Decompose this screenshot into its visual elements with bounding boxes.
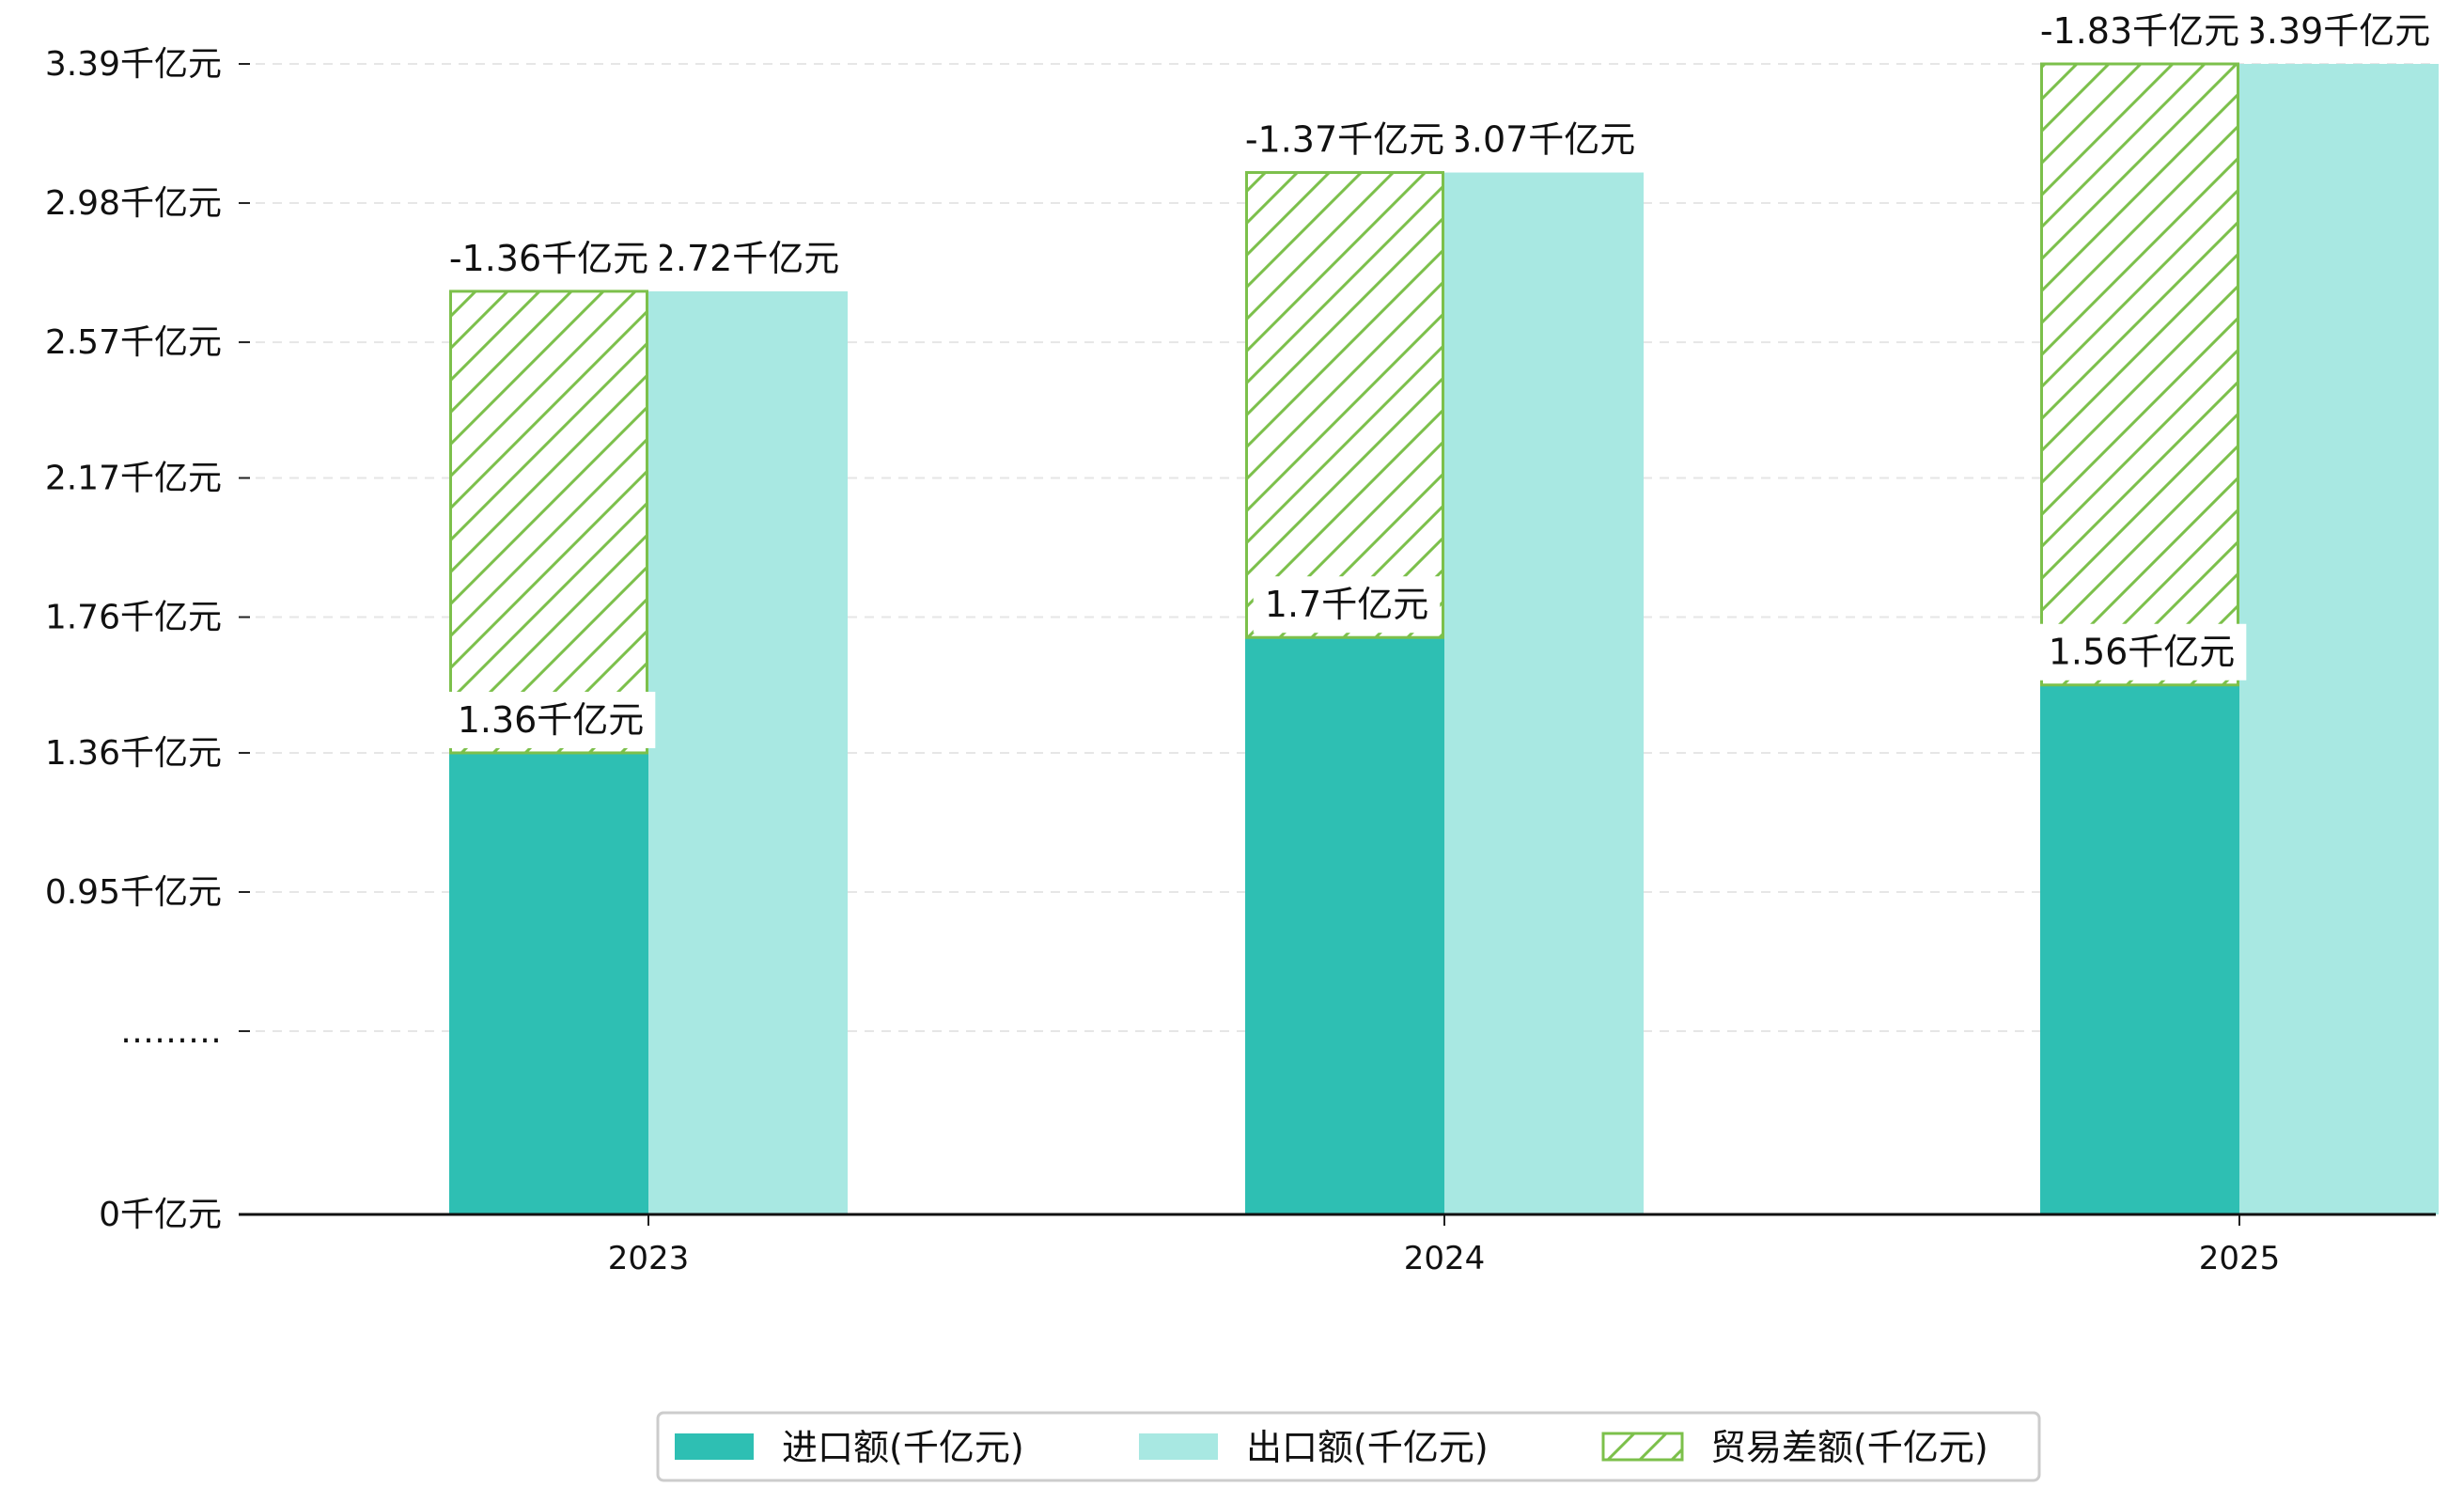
y-tick-label: 1.76千亿元: [45, 599, 222, 637]
bar-export: [648, 290, 848, 1214]
svg-text:3.07千亿元: 3.07千亿元: [1449, 119, 1636, 161]
legend-swatch: [675, 1433, 754, 1460]
data-label-import: 1.7千亿元: [1253, 576, 1441, 634]
svg-text:1.7千亿元: 1.7千亿元: [1265, 584, 1428, 625]
bar-import: [1245, 637, 1444, 1214]
data-label-trade-balance: -1.36千亿元: [437, 229, 661, 287]
svg-text:3.39千亿元: 3.39千亿元: [2244, 10, 2431, 52]
bar-import: [2040, 684, 2239, 1214]
legend-label: 进口额(千亿元): [782, 1427, 1024, 1468]
legend-swatch: [1601, 1432, 1684, 1462]
data-labels-layer: 1.36千亿元 2.72千亿元-1.36千亿元 1.7千亿元 3.07千亿元-1.37…: [437, 3, 2442, 748]
legend-item-import: 进口额(千亿元): [675, 1427, 1024, 1468]
data-label-import: 1.56千亿元: [2036, 623, 2247, 681]
data-label-export: 3.07千亿元: [1437, 111, 1647, 168]
bar-import: [449, 752, 648, 1214]
bar-trade-balance: [2040, 62, 2239, 687]
svg-text:1.36千亿元: 1.36千亿元: [458, 699, 645, 741]
y-tick-label: 2.98千亿元: [45, 184, 222, 223]
bars-layer: [449, 62, 2439, 1215]
legend-item-trade-balance: 贸易差额(千亿元): [1601, 1427, 1988, 1468]
x-tick-label: 2023: [608, 1240, 690, 1277]
axes-layer: 0千亿元 ……… 0.95千亿元 1.36千亿元 1.76千亿元 2.17千亿元 2.57千…: [45, 45, 2436, 1277]
legend: 进口额(千亿元) 出口额(千亿元) 贸易差额(千亿元): [656, 1411, 2041, 1482]
y-tick-label: 0千亿元: [99, 1196, 222, 1234]
data-label-import: 1.36千亿元: [445, 691, 656, 748]
bar-export: [1444, 172, 1644, 1215]
bar-export: [2239, 64, 2439, 1214]
legend-label: 贸易差额(千亿元): [1710, 1427, 1988, 1468]
legend-label: 出口额(千亿元): [1246, 1427, 1489, 1468]
y-tick-label: 1.36千亿元: [45, 734, 222, 773]
data-label-trade-balance: -1.37千亿元: [1233, 111, 1457, 168]
svg-text:-1.36千亿元: -1.36千亿元: [449, 238, 648, 279]
svg-text:2.72千亿元: 2.72千亿元: [653, 238, 840, 279]
bar-trade-balance: [1245, 171, 1444, 639]
y-tick-label: 3.39千亿元: [45, 45, 222, 84]
data-label-trade-balance: -1.83千亿元: [2028, 3, 2252, 59]
svg-text:-1.37千亿元: -1.37千亿元: [1245, 119, 1444, 161]
y-tick-label: 2.57千亿元: [45, 323, 222, 362]
legend-swatch: [1139, 1433, 1218, 1460]
data-label-export: 2.72千亿元: [641, 229, 851, 287]
svg-text:1.56千亿元: 1.56千亿元: [2049, 632, 2236, 673]
data-label-export: 3.39千亿元: [2232, 3, 2442, 59]
legend-box: [656, 1411, 2041, 1482]
x-tick-label: 2025: [2199, 1240, 2281, 1277]
y-tick-label: 2.17千亿元: [45, 459, 222, 497]
bar-trade-balance: [449, 290, 648, 755]
legend-item-export: 出口额(千亿元): [1139, 1427, 1489, 1468]
x-tick-label: 2024: [1404, 1240, 1486, 1277]
y-tick-label: 0.95千亿元: [45, 873, 222, 912]
y-tick-label: ………: [120, 1012, 222, 1051]
svg-text:-1.83千亿元: -1.83千亿元: [2040, 10, 2239, 52]
